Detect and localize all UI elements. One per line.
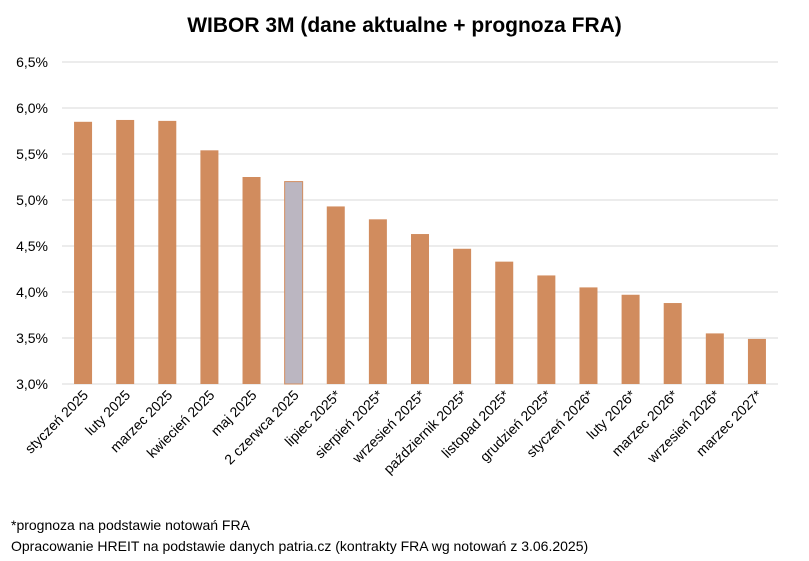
bar bbox=[621, 294, 640, 384]
bar bbox=[74, 121, 93, 385]
bar bbox=[242, 177, 261, 384]
bar bbox=[158, 120, 177, 384]
bar bbox=[284, 181, 304, 385]
bar bbox=[200, 150, 219, 384]
y-tick-label: 4,0% bbox=[16, 284, 48, 300]
bar bbox=[579, 287, 598, 384]
y-tick-label: 5,0% bbox=[16, 192, 48, 208]
y-tick-label: 3,0% bbox=[16, 376, 48, 392]
bar bbox=[495, 261, 514, 384]
x-tick-label: wrzesień 2025* bbox=[348, 386, 428, 466]
y-tick-label: 6,5% bbox=[16, 54, 48, 70]
bar bbox=[537, 275, 556, 384]
footnote-forecast: *prognoza na podstawie notowań FRA bbox=[11, 517, 250, 533]
y-tick-label: 6,0% bbox=[16, 100, 48, 116]
bar bbox=[411, 234, 429, 384]
bar bbox=[705, 333, 724, 384]
chart-title: WIBOR 3M (dane aktualne + prognoza FRA) bbox=[187, 14, 622, 37]
bar bbox=[663, 303, 682, 384]
y-tick-label: 3,5% bbox=[16, 330, 48, 346]
x-tick-label: 2 czerwca 2025 bbox=[221, 387, 302, 468]
x-tick-label: styczeń 2025 bbox=[22, 387, 92, 457]
bar bbox=[453, 248, 472, 384]
y-tick-label: 5,5% bbox=[16, 146, 48, 162]
bar bbox=[368, 219, 387, 384]
x-tick-label: wrzesień 2026* bbox=[643, 386, 723, 466]
y-tick-label: 4,5% bbox=[16, 238, 48, 254]
bar bbox=[116, 119, 135, 385]
footnote-source: Opracowanie HREIT na podstawie danych pa… bbox=[11, 538, 589, 554]
bar bbox=[326, 206, 345, 384]
bar bbox=[747, 338, 766, 384]
